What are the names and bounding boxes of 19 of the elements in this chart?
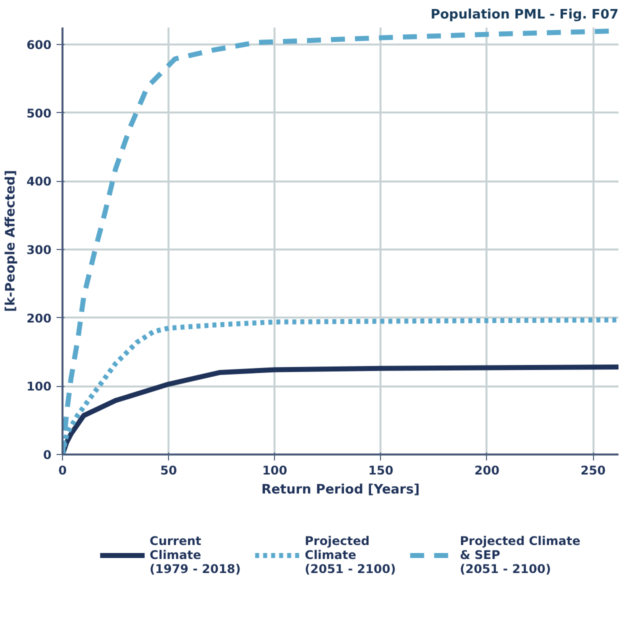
x-tick-label: 50 [160,464,177,478]
y-tick-label: 300 [26,243,52,258]
x-axis-title: Return Period [Years] [261,482,420,498]
legend-label: Current Climate (1979 - 2018) [150,534,241,576]
y-tick-label: 0 [43,448,52,462]
legend-label: Projected Climate (2051 - 2100) [304,534,396,576]
legend-label: Projected Climate & SEP (2051 - 2100) [460,534,580,576]
x-tick-label: 150 [368,464,394,478]
x-tick-label: 200 [474,464,500,478]
chart-title: Population PML - Fig. F07 [430,8,619,22]
y-tick-label: 500 [26,106,52,120]
y-axis-title: [k-People Affected] [3,170,18,312]
x-tick-label: 0 [58,464,67,478]
y-tick-label: 400 [26,174,52,189]
y-tick-label: 200 [26,311,52,326]
y-tick-label: 600 [26,38,52,52]
x-tick-label: 250 [580,464,606,478]
x-tick-label: 100 [262,464,288,478]
y-tick-label: 100 [26,380,52,394]
